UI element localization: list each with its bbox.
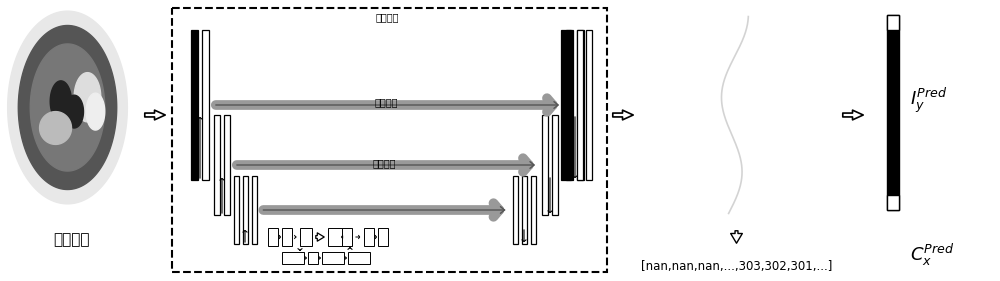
Bar: [577, 30, 583, 180]
Bar: [542, 115, 548, 215]
Polygon shape: [74, 73, 101, 122]
Bar: [328, 228, 342, 246]
Bar: [342, 228, 352, 246]
Bar: [282, 252, 304, 264]
Bar: [322, 252, 344, 264]
Text: $C_x^{Pred}$: $C_x^{Pred}$: [910, 242, 954, 268]
Bar: [224, 115, 230, 215]
Bar: [202, 30, 209, 180]
Text: 跨层连接: 跨层连接: [376, 12, 399, 22]
Bar: [530, 176, 536, 244]
Polygon shape: [30, 44, 105, 171]
Bar: [234, 176, 239, 244]
Bar: [586, 30, 592, 180]
Bar: [282, 228, 292, 246]
Bar: [252, 176, 256, 244]
Polygon shape: [18, 26, 117, 189]
Bar: [308, 252, 318, 264]
Bar: [364, 228, 374, 246]
Polygon shape: [8, 11, 127, 204]
Bar: [214, 115, 220, 215]
Bar: [887, 15, 899, 30]
Bar: [300, 228, 312, 246]
Bar: [172, 8, 607, 272]
Text: [nan,nan,nan,...,303,302,301,...]: [nan,nan,nan,...,303,302,301,...]: [641, 260, 832, 273]
Text: 跨层连接: 跨层连接: [374, 97, 398, 107]
Bar: [191, 30, 198, 180]
Polygon shape: [50, 81, 72, 122]
Bar: [561, 30, 571, 180]
Bar: [378, 228, 388, 246]
Bar: [887, 195, 899, 210]
Polygon shape: [65, 95, 83, 128]
Text: 输入图像: 输入图像: [53, 232, 90, 247]
Bar: [348, 252, 370, 264]
Bar: [577, 30, 584, 180]
Text: 跨层连接: 跨层连接: [373, 158, 396, 168]
Bar: [552, 115, 558, 215]
Polygon shape: [40, 112, 72, 144]
Bar: [522, 176, 526, 244]
Bar: [566, 30, 573, 180]
Bar: [268, 228, 278, 246]
Bar: [887, 15, 899, 210]
Bar: [242, 176, 248, 244]
Polygon shape: [86, 93, 105, 130]
Bar: [512, 176, 518, 244]
Text: $I_y^{Pred}$: $I_y^{Pred}$: [910, 85, 947, 115]
